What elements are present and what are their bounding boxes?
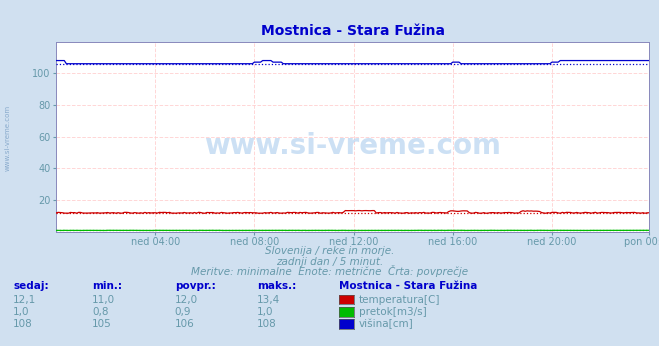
- Text: 108: 108: [257, 319, 277, 329]
- Text: Meritve: minimalne  Enote: metrične  Črta: povprečje: Meritve: minimalne Enote: metrične Črta:…: [191, 265, 468, 277]
- Text: 0,8: 0,8: [92, 307, 109, 317]
- Text: 12,0: 12,0: [175, 295, 198, 305]
- Text: 13,4: 13,4: [257, 295, 280, 305]
- Text: višina[cm]: višina[cm]: [359, 319, 414, 329]
- Text: 0,9: 0,9: [175, 307, 191, 317]
- Text: 108: 108: [13, 319, 33, 329]
- Text: temperatura[C]: temperatura[C]: [359, 295, 441, 305]
- Title: Mostnica - Stara Fužina: Mostnica - Stara Fužina: [260, 24, 445, 38]
- Text: sedaj:: sedaj:: [13, 281, 49, 291]
- Text: povpr.:: povpr.:: [175, 281, 215, 291]
- Text: maks.:: maks.:: [257, 281, 297, 291]
- Text: pretok[m3/s]: pretok[m3/s]: [359, 307, 427, 317]
- Text: Slovenija / reke in morje.: Slovenija / reke in morje.: [265, 246, 394, 256]
- Text: min.:: min.:: [92, 281, 123, 291]
- Text: Mostnica - Stara Fužina: Mostnica - Stara Fužina: [339, 281, 478, 291]
- Text: 12,1: 12,1: [13, 295, 36, 305]
- Text: 11,0: 11,0: [92, 295, 115, 305]
- Text: 106: 106: [175, 319, 194, 329]
- Text: 105: 105: [92, 319, 112, 329]
- Text: 1,0: 1,0: [257, 307, 273, 317]
- Text: www.si-vreme.com: www.si-vreme.com: [5, 105, 11, 172]
- Text: zadnji dan / 5 minut.: zadnji dan / 5 minut.: [276, 257, 383, 267]
- Text: 1,0: 1,0: [13, 307, 30, 317]
- Text: www.si-vreme.com: www.si-vreme.com: [204, 132, 501, 160]
